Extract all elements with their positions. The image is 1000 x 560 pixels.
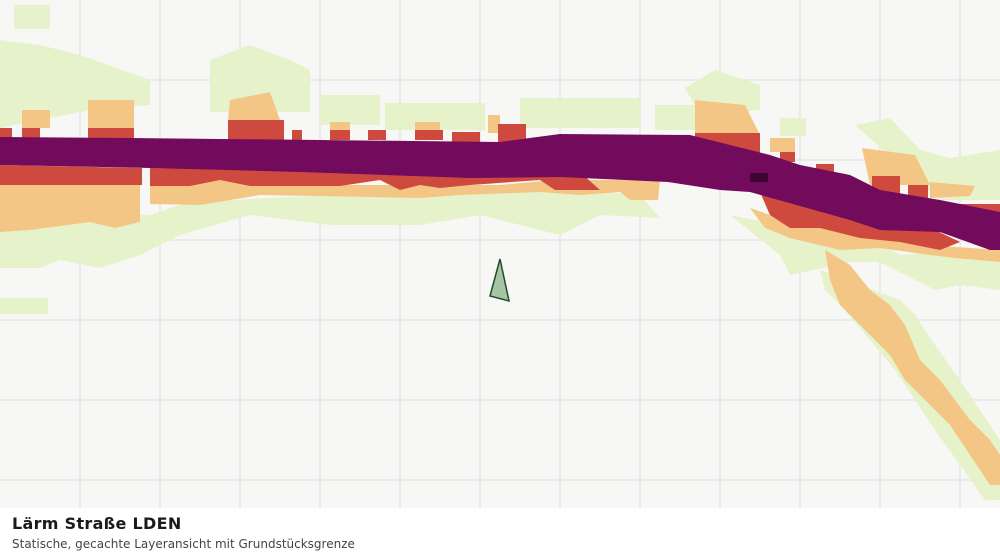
layer-title: Lärm Straße LDEN — [12, 514, 182, 533]
noise-zone-medium — [0, 92, 1000, 485]
parcel-boundary — [489, 258, 510, 303]
layer-subtitle: Statische, gecachte Layeransicht mit Gru… — [12, 537, 355, 551]
noise-zone-peak — [750, 173, 768, 182]
noise-zone-very-high — [0, 134, 1000, 250]
map — [0, 0, 1000, 508]
footer: Lärm Straße LDEN Statische, gecachte Lay… — [0, 508, 1000, 560]
